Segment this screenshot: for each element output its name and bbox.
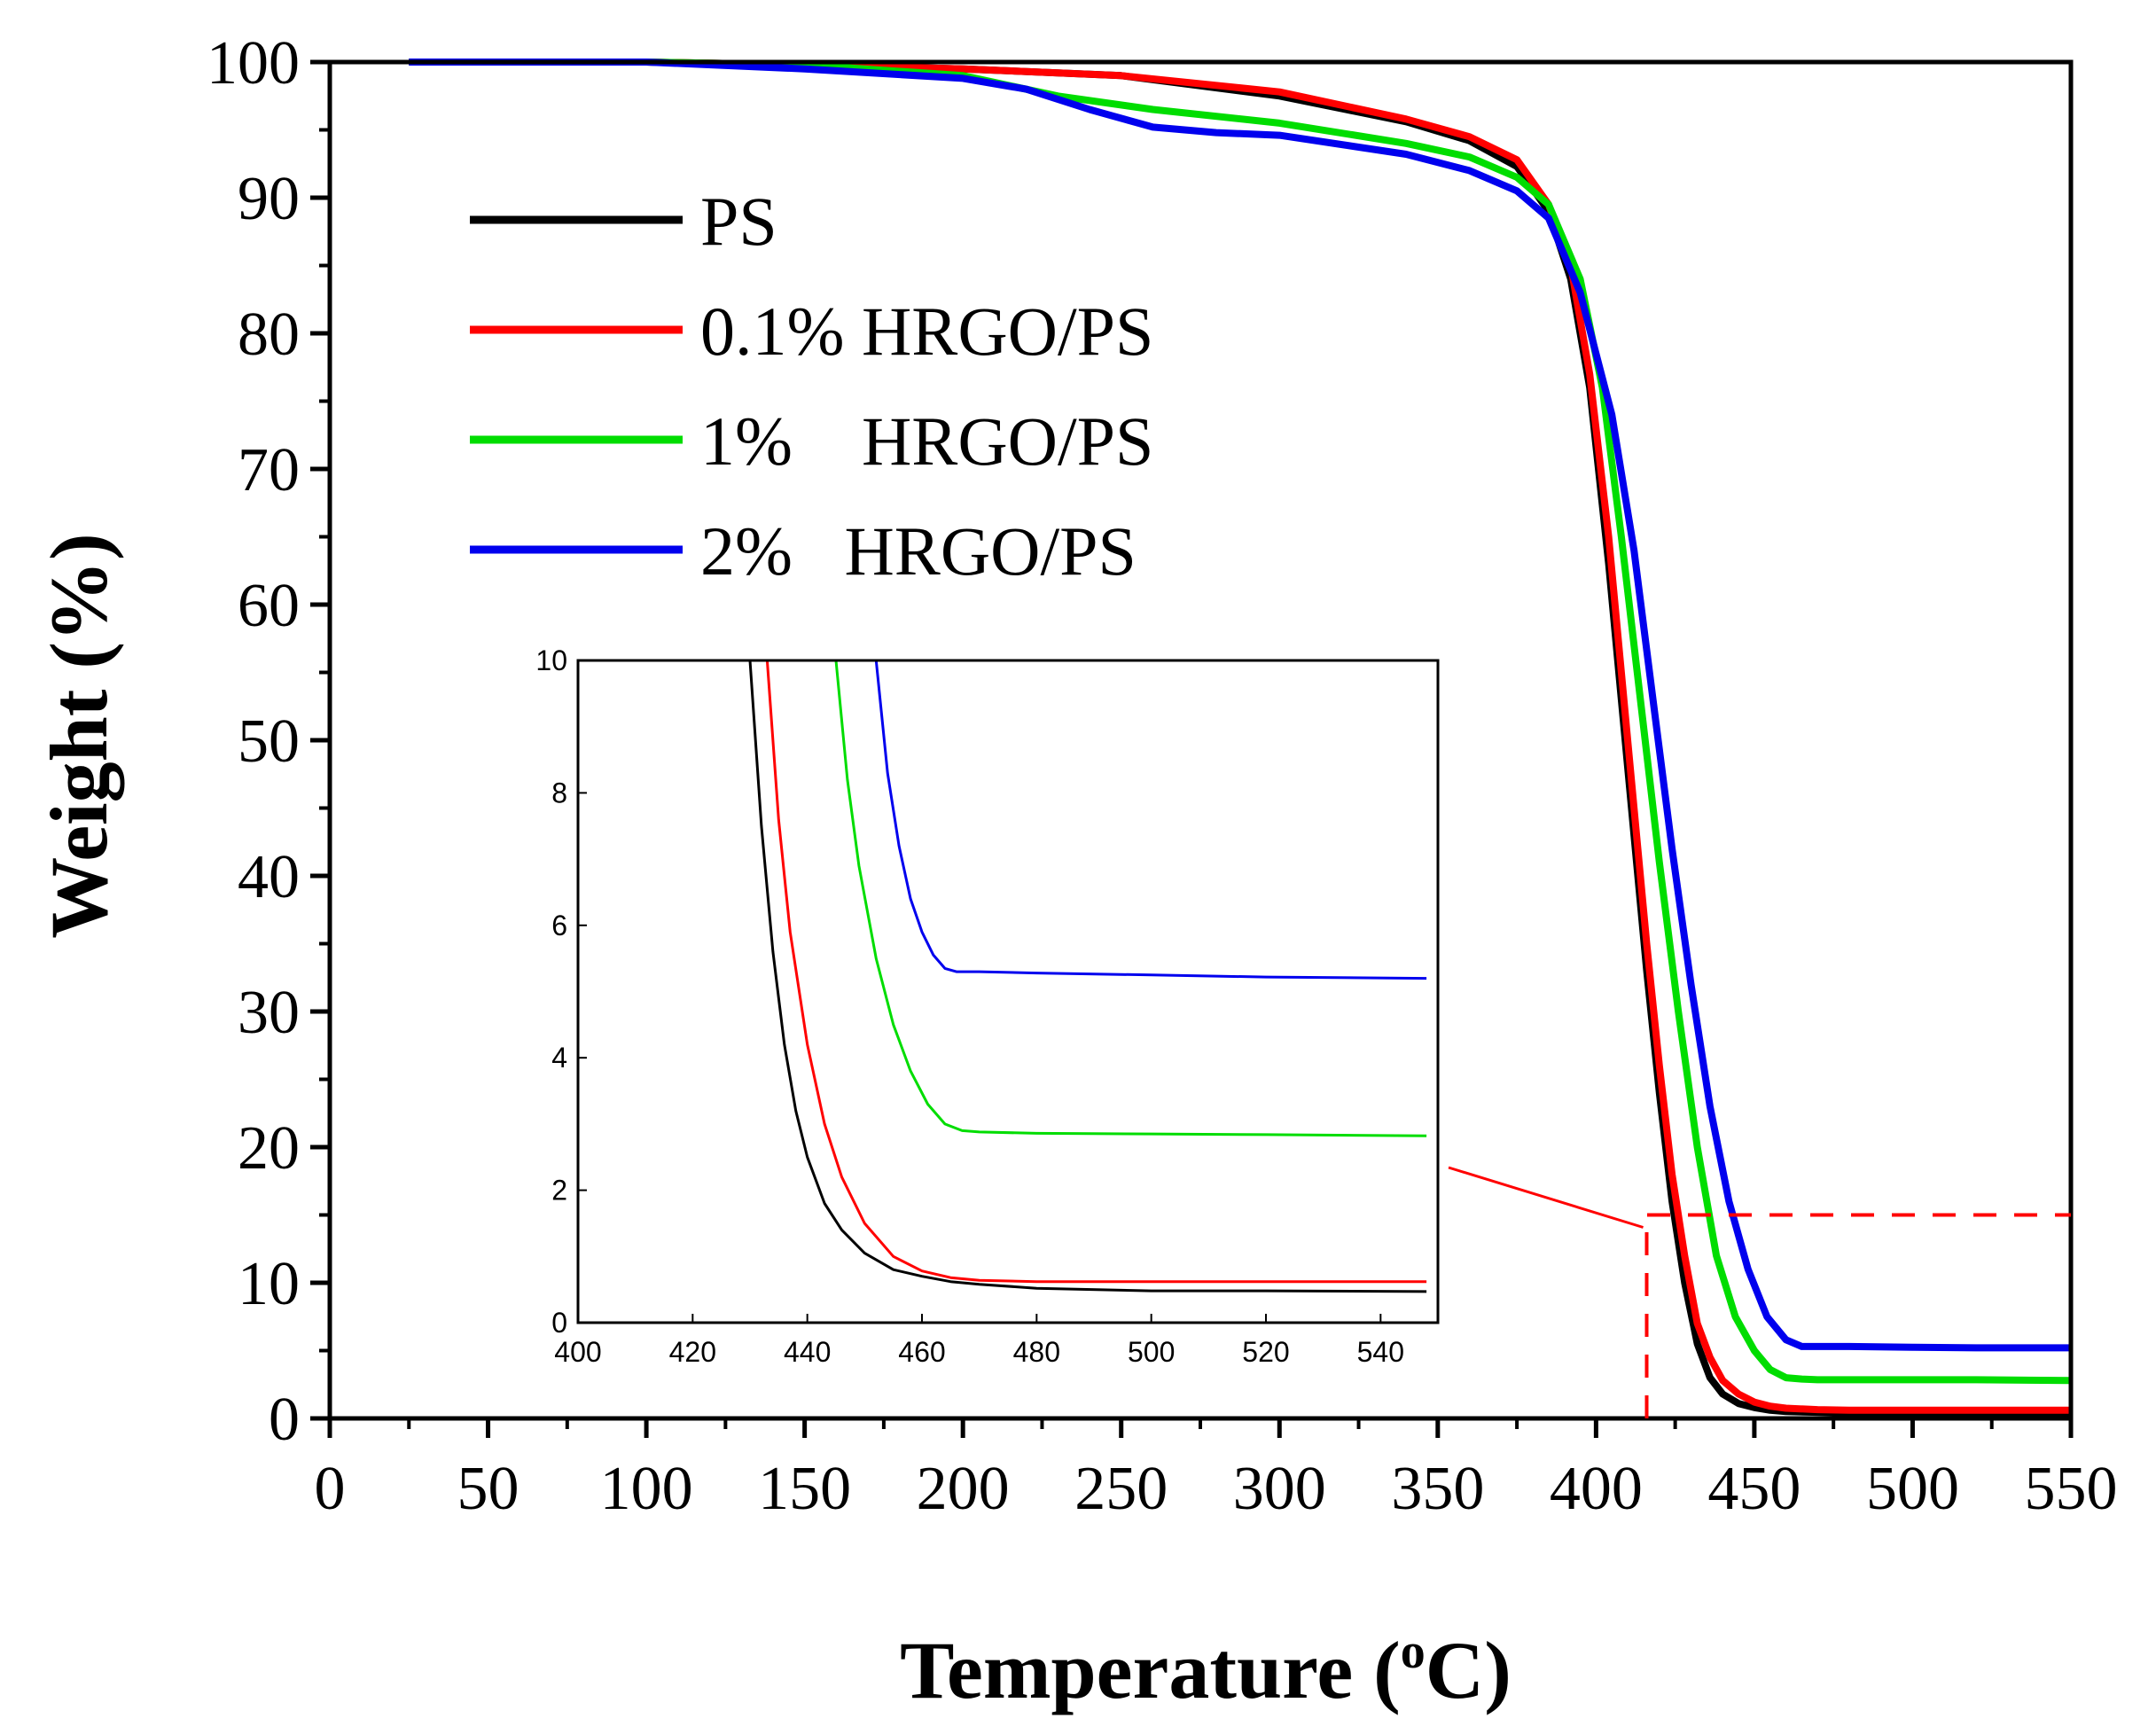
inset-x-tick-label: 420 xyxy=(669,1336,716,1368)
y-tick-label: 0 xyxy=(269,1386,300,1454)
y-tick-label: 30 xyxy=(238,979,300,1047)
legend-label-1pct-hrgo-ps: 1% HRGO/PS xyxy=(700,402,1153,480)
inset-x-tick-label: 500 xyxy=(1128,1336,1175,1368)
legend: PS 0.1% HRGO/PS 1% HRGO/PS 2% HRGO/PS xyxy=(470,183,1153,590)
y-axis-title: Weight (%) xyxy=(34,533,124,938)
x-tick-label: 250 xyxy=(1074,1455,1168,1523)
y-tick-label: 80 xyxy=(238,301,300,369)
x-tick-label: 550 xyxy=(2025,1455,2118,1523)
zoom-connector-line xyxy=(1448,1166,1644,1229)
x-tick-label: 200 xyxy=(917,1455,1010,1523)
series-line-0-1pct-hrgo-ps xyxy=(409,59,2071,1414)
main-y-axis: 0 10 20 30 40 50 60 70 80 90 100 xyxy=(207,29,330,1454)
inset-y-axis: 0 2 4 6 8 10 xyxy=(535,644,587,1339)
y-tick-label: 90 xyxy=(238,165,300,233)
inset-series-line-1pct-hrgo-ps xyxy=(834,660,1427,1137)
x-tick-label: 50 xyxy=(457,1455,519,1523)
series-line-2pct-hrgo-ps xyxy=(409,59,2071,1352)
inset-series-group xyxy=(748,660,1427,1293)
x-tick-label: 450 xyxy=(1707,1455,1801,1523)
inset-series-line-ps xyxy=(748,660,1427,1293)
y-tick-label: 40 xyxy=(238,843,300,911)
inset-plot-frame xyxy=(576,659,1440,1324)
inset-series-line-2pct-hrgo-ps xyxy=(874,660,1427,980)
inset-x-tick-label: 400 xyxy=(554,1336,601,1368)
inset-plot: 400 420 440 460 480 500 520 540 0 2 4 6 8 10 xyxy=(535,644,1440,1368)
inset-x-tick-label: 540 xyxy=(1357,1336,1404,1368)
x-tick-label: 350 xyxy=(1391,1455,1484,1523)
inset-y-tick-label: 2 xyxy=(551,1175,567,1207)
y-tick-label: 100 xyxy=(207,29,300,98)
legend-label-0-1pct-hrgo-ps: 0.1% HRGO/PS xyxy=(700,293,1153,370)
inset-y-tick-label: 10 xyxy=(535,644,567,676)
inset-x-tick-label: 480 xyxy=(1013,1336,1060,1368)
x-tick-label: 300 xyxy=(1233,1455,1326,1523)
series-line-1pct-hrgo-ps xyxy=(409,59,2072,1385)
main-series-group xyxy=(409,59,2072,1417)
inset-x-tick-label: 440 xyxy=(784,1336,831,1368)
y-tick-label: 10 xyxy=(238,1250,300,1318)
x-tick-label: 0 xyxy=(315,1455,346,1523)
main-x-axis: 0 50 100 150 200 250 300 350 400 450 500 550 xyxy=(315,1418,2118,1523)
y-tick-label: 50 xyxy=(238,707,300,776)
x-tick-label: 400 xyxy=(1550,1455,1643,1523)
inset-y-tick-label: 6 xyxy=(551,910,567,941)
inset-y-tick-label: 0 xyxy=(551,1307,567,1339)
zoom-box-dashed xyxy=(1644,1213,2071,1418)
legend-label-ps: PS xyxy=(700,183,777,260)
y-tick-label: 70 xyxy=(238,436,300,504)
legend-label-2pct-hrgo-ps: 2% HRGO/PS xyxy=(700,512,1137,590)
inset-series-line-0-1pct-hrgo-ps xyxy=(765,660,1427,1284)
inset-x-axis: 400 420 440 460 480 500 520 540 xyxy=(554,1314,1404,1368)
y-tick-label: 20 xyxy=(238,1114,300,1183)
zoom-indicator xyxy=(1448,1166,2071,1418)
inset-background xyxy=(578,660,1438,1323)
main-plot: 0 50 100 150 200 250 300 350 400 450 500 550 010203… xyxy=(207,29,2118,1523)
x-tick-label: 100 xyxy=(600,1455,693,1523)
inset-y-tick-label: 8 xyxy=(551,777,567,808)
inset-x-tick-label: 460 xyxy=(898,1336,945,1368)
inset-x-tick-label: 520 xyxy=(1242,1336,1289,1368)
x-tick-label: 150 xyxy=(758,1455,851,1523)
x-axis-title: Temperature (oC) xyxy=(900,1624,1512,1715)
inset-y-tick-label: 4 xyxy=(551,1042,567,1074)
x-tick-label: 500 xyxy=(1866,1455,1959,1523)
y-tick-label: 60 xyxy=(238,572,300,640)
